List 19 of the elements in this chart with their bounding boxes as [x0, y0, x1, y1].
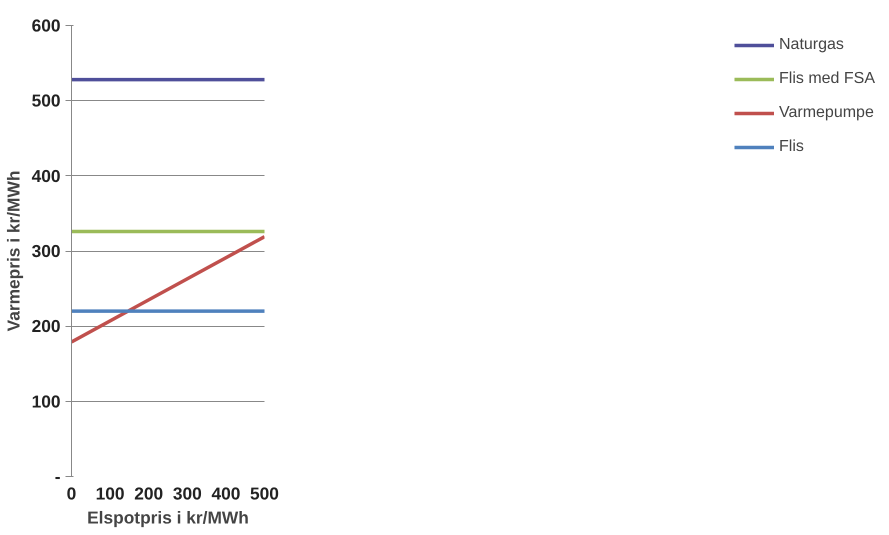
- legend-label: Flis: [778, 138, 804, 156]
- legend-label: Flis med FSA: [778, 70, 875, 88]
- y-tick-label: 500: [32, 90, 61, 111]
- x-tick-label: 400: [211, 484, 240, 504]
- x-tick-label: 0: [66, 484, 76, 504]
- y-axis-title: Varmepris i kr/MWh: [4, 170, 24, 332]
- y-tick-label: 400: [32, 166, 61, 186]
- x-tick-label: 500: [250, 484, 279, 504]
- y-tick-label: 200: [32, 316, 61, 336]
- x-tick-label: 100: [96, 484, 125, 504]
- x-axis-title: Elspotpris i kr/MWh: [87, 508, 249, 528]
- y-tick-label: 300: [32, 241, 61, 261]
- legend-label: Varmepumpe: [778, 104, 874, 122]
- y-tick-label: 100: [32, 391, 61, 412]
- y-tick-label: 600: [32, 16, 61, 36]
- x-tick-label: 300: [172, 484, 202, 504]
- x-tick-label: 200: [134, 484, 164, 504]
- legend-label: Naturgas: [778, 36, 844, 54]
- y-tick-label: -: [54, 466, 61, 486]
